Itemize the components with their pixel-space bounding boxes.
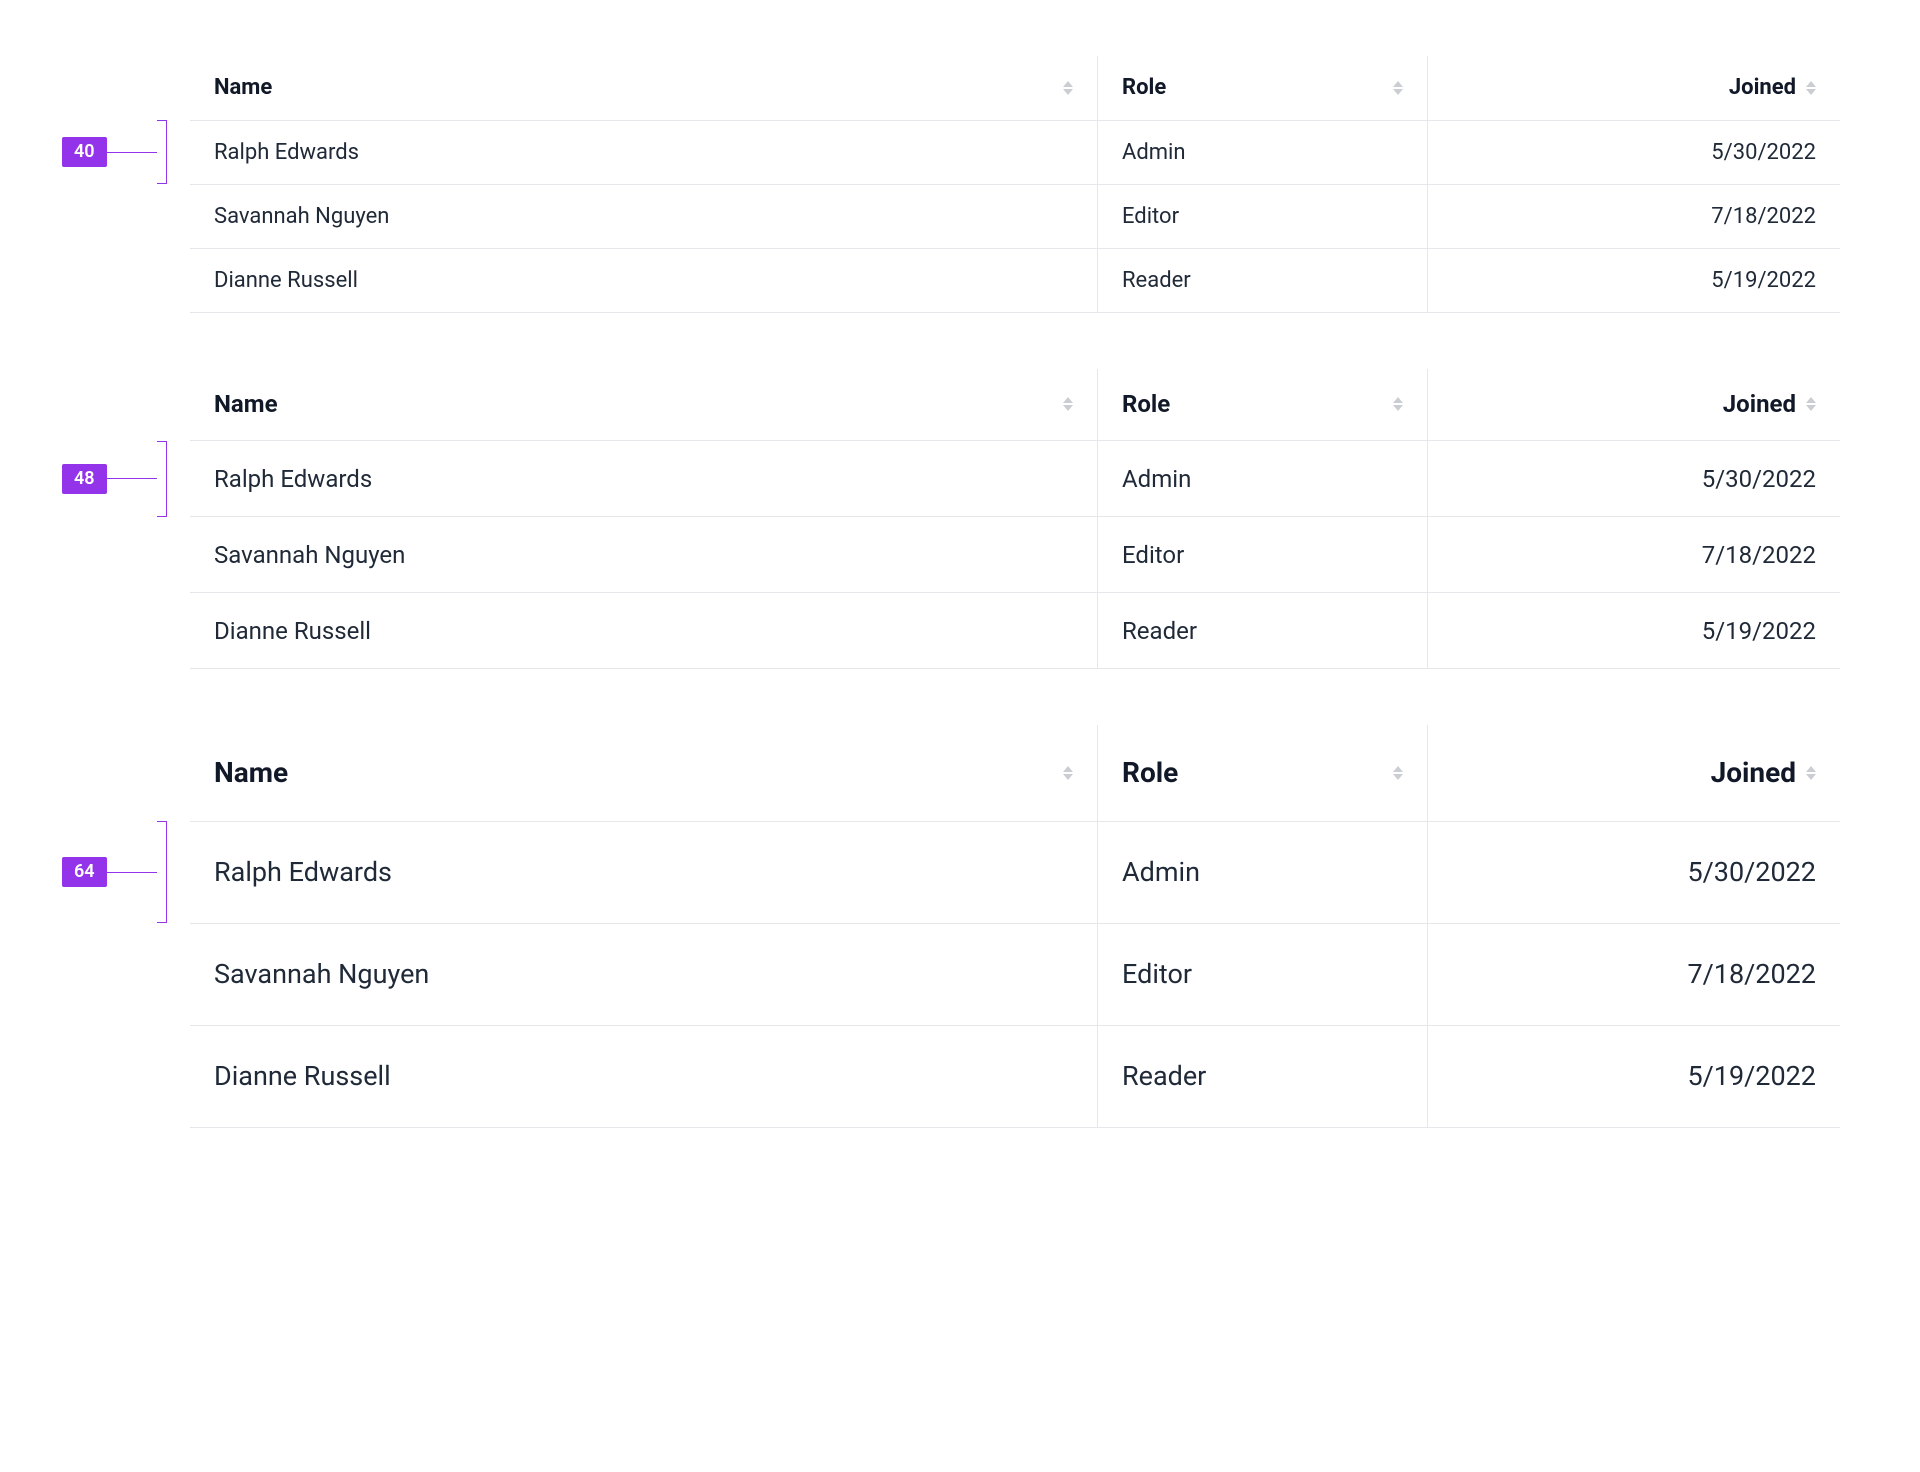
cell-joined: 5/30/2022	[1428, 821, 1841, 923]
table-row[interactable]: Savannah Nguyen Editor 7/18/2022	[190, 184, 1840, 248]
sort-icon[interactable]	[1063, 766, 1073, 780]
table-variant-40: 40 Name Role	[190, 56, 1840, 313]
column-header-joined[interactable]: Joined	[1428, 369, 1841, 441]
table-header-row: Name Role Joined	[190, 725, 1840, 821]
column-header-name[interactable]: Name	[190, 725, 1098, 821]
column-header-joined[interactable]: Joined	[1428, 725, 1841, 821]
table-header-row: Name Role Joined	[190, 56, 1840, 120]
cell-joined: 5/30/2022	[1428, 120, 1841, 184]
table-row[interactable]: Ralph Edwards Admin 5/30/2022	[190, 120, 1840, 184]
annotation-bracket	[157, 441, 167, 517]
cell-joined: 7/18/2022	[1428, 184, 1841, 248]
cell-role: Editor	[1098, 923, 1428, 1025]
row-height-badge: 48	[62, 464, 107, 494]
column-header-role[interactable]: Role	[1098, 369, 1428, 441]
sort-icon[interactable]	[1063, 397, 1073, 411]
annotation-connector	[107, 152, 157, 153]
table-row[interactable]: Ralph Edwards Admin 5/30/2022	[190, 821, 1840, 923]
sort-icon[interactable]	[1393, 766, 1403, 780]
row-height-annotation: 40	[62, 120, 167, 184]
cell-joined: 5/19/2022	[1428, 1025, 1841, 1127]
annotation-connector	[107, 872, 157, 873]
cell-role: Admin	[1098, 120, 1428, 184]
cell-role: Reader	[1098, 1025, 1428, 1127]
sort-icon[interactable]	[1806, 81, 1816, 95]
row-height-badge: 64	[62, 857, 107, 887]
table-variant-48: 48 Name Role	[190, 369, 1840, 670]
table-row[interactable]: Dianne Russell Reader 5/19/2022	[190, 248, 1840, 312]
cell-name: Savannah Nguyen	[190, 184, 1098, 248]
table-variant-64: 64 Name Role	[190, 725, 1840, 1128]
table-header-row: Name Role Joined	[190, 369, 1840, 441]
cell-joined: 7/18/2022	[1428, 923, 1841, 1025]
column-header-label: Name	[214, 390, 278, 418]
column-header-label: Role	[1122, 75, 1166, 100]
sort-icon[interactable]	[1393, 81, 1403, 95]
cell-name: Dianne Russell	[190, 248, 1098, 312]
table-row[interactable]: Savannah Nguyen Editor 7/18/2022	[190, 517, 1840, 593]
row-height-annotation: 64	[62, 821, 167, 923]
sort-icon[interactable]	[1806, 397, 1816, 411]
column-header-label: Joined	[1723, 390, 1796, 418]
table-row[interactable]: Savannah Nguyen Editor 7/18/2022	[190, 923, 1840, 1025]
cell-joined: 5/30/2022	[1428, 441, 1841, 517]
column-header-label: Joined	[1711, 756, 1796, 789]
column-header-label: Role	[1122, 756, 1178, 789]
cell-name: Dianne Russell	[190, 593, 1098, 669]
cell-joined: 5/19/2022	[1428, 593, 1841, 669]
table-row[interactable]: Ralph Edwards Admin 5/30/2022	[190, 441, 1840, 517]
users-table: Name Role Joined	[190, 725, 1840, 1128]
cell-role: Reader	[1098, 593, 1428, 669]
column-header-label: Name	[214, 756, 288, 789]
users-table: Name Role Joined	[190, 56, 1840, 313]
cell-role: Admin	[1098, 441, 1428, 517]
row-height-annotation: 48	[62, 441, 167, 517]
users-table: Name Role Joined	[190, 369, 1840, 670]
sort-icon[interactable]	[1393, 397, 1403, 411]
cell-name: Savannah Nguyen	[190, 517, 1098, 593]
cell-role: Admin	[1098, 821, 1428, 923]
column-header-joined[interactable]: Joined	[1428, 56, 1841, 120]
cell-name: Ralph Edwards	[190, 821, 1098, 923]
cell-name: Savannah Nguyen	[190, 923, 1098, 1025]
column-header-name[interactable]: Name	[190, 369, 1098, 441]
cell-role: Editor	[1098, 184, 1428, 248]
cell-joined: 5/19/2022	[1428, 248, 1841, 312]
sort-icon[interactable]	[1063, 81, 1073, 95]
cell-joined: 7/18/2022	[1428, 517, 1841, 593]
cell-name: Dianne Russell	[190, 1025, 1098, 1127]
column-header-label: Name	[214, 75, 272, 100]
column-header-label: Role	[1122, 390, 1170, 418]
cell-role: Reader	[1098, 248, 1428, 312]
column-header-role[interactable]: Role	[1098, 725, 1428, 821]
cell-name: Ralph Edwards	[190, 441, 1098, 517]
column-header-name[interactable]: Name	[190, 56, 1098, 120]
row-height-badge: 40	[62, 137, 107, 167]
table-row[interactable]: Dianne Russell Reader 5/19/2022	[190, 1025, 1840, 1127]
annotation-connector	[107, 478, 157, 479]
annotation-bracket	[157, 120, 167, 184]
column-header-role[interactable]: Role	[1098, 56, 1428, 120]
sort-icon[interactable]	[1806, 766, 1816, 780]
cell-name: Ralph Edwards	[190, 120, 1098, 184]
column-header-label: Joined	[1729, 75, 1796, 100]
cell-role: Editor	[1098, 517, 1428, 593]
annotation-bracket	[157, 821, 167, 923]
table-row[interactable]: Dianne Russell Reader 5/19/2022	[190, 593, 1840, 669]
